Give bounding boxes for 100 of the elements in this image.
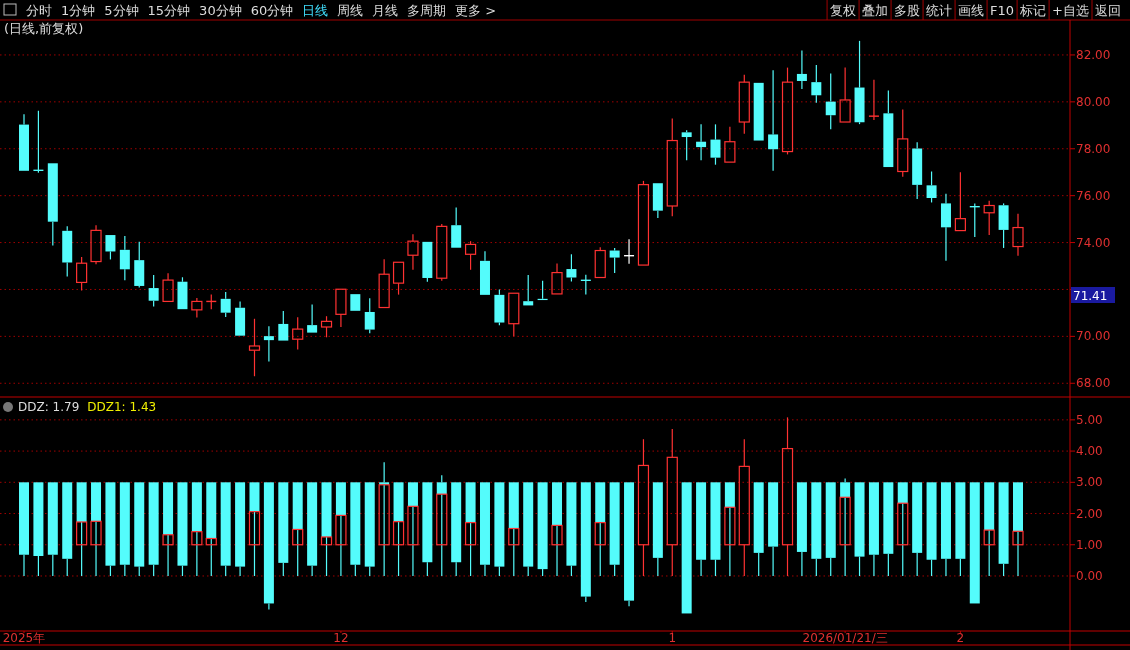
candlestick [998, 202, 1009, 249]
x-tick-label: 2025年 [2, 631, 46, 645]
y-tick-label: 70.00 [1076, 329, 1111, 344]
candlestick [724, 482, 735, 577]
candlestick [19, 113, 29, 171]
candlestick [47, 482, 58, 577]
candlestick [868, 482, 879, 577]
text: 分时 [26, 3, 52, 18]
candlestick [753, 482, 764, 577]
candlestick [91, 482, 102, 577]
candlestick [307, 482, 318, 577]
text: 复权 [830, 3, 857, 18]
candlestick [321, 482, 332, 577]
y-tick-label: 76.00 [1076, 188, 1111, 203]
y-tick-label: 1.00 [1076, 537, 1103, 552]
candlestick [940, 193, 951, 262]
x-tick-label: 1 [668, 631, 677, 645]
candlestick [393, 482, 404, 577]
candlestick [407, 233, 419, 271]
candlestick [206, 482, 217, 577]
text: 标记 [1019, 3, 1047, 18]
candlestick [479, 250, 490, 295]
candlestick [235, 482, 246, 577]
y-tick-label: 68.00 [1076, 376, 1111, 391]
candlestick [523, 274, 534, 306]
candlestick [883, 89, 894, 168]
candlestick [508, 482, 519, 577]
x-tick-label: 12 [333, 631, 349, 645]
candlestick [263, 482, 274, 610]
text: 多股 [894, 3, 921, 18]
candlestick [249, 482, 260, 577]
candlestick [954, 171, 966, 232]
text: 统计 [926, 3, 953, 18]
text: 多周期 [407, 3, 447, 18]
candlestick [1012, 213, 1024, 257]
candlestick [76, 482, 87, 577]
candlestick [177, 276, 188, 310]
candlestick [969, 482, 980, 604]
text: 画线 [958, 3, 985, 18]
candlestick [652, 183, 663, 219]
text: F10 [990, 3, 1015, 18]
y-tick-label: 0.00 [1076, 568, 1103, 583]
candlestick [753, 82, 764, 141]
text: 更多 > [455, 3, 497, 18]
candlestick [825, 482, 836, 577]
candlestick [738, 438, 750, 577]
text: 15分钟 [147, 3, 191, 18]
text: 叠加 [862, 3, 889, 18]
text: 5分钟 [104, 3, 139, 18]
candlestick [681, 482, 692, 614]
candlestick [940, 482, 951, 577]
annotation: DDZ: 1.79 [18, 400, 80, 414]
candlestick [854, 482, 865, 577]
y-tick-label: 82.00 [1076, 47, 1111, 62]
candlestick [19, 482, 29, 577]
candlestick [263, 325, 274, 363]
candlestick [191, 482, 202, 577]
chart-title: (日线,前复权) [4, 21, 84, 36]
y-tick-label: 78.00 [1076, 141, 1111, 156]
candlestick [883, 482, 894, 577]
candlestick [47, 163, 58, 247]
candlestick [235, 300, 246, 336]
candlestick [162, 534, 174, 546]
candlestick [551, 262, 563, 295]
candlestick [378, 258, 390, 309]
text: 月线 [372, 3, 399, 18]
text: 30分钟 [199, 3, 242, 18]
candlestick [595, 482, 606, 577]
candlestick [134, 241, 145, 289]
candlestick [205, 537, 217, 546]
candlestick [162, 272, 174, 303]
y-tick-label: 4.00 [1076, 444, 1103, 459]
candlestick [191, 297, 203, 319]
candlestick [768, 69, 779, 172]
candlestick [407, 482, 418, 577]
candlestick [90, 224, 102, 265]
candlestick [292, 482, 303, 577]
candlestick [350, 294, 361, 311]
candlestick [1013, 482, 1023, 577]
candlestick [624, 482, 635, 607]
x-tick-label: 2026/01/21/三 [802, 631, 888, 645]
candlestick [768, 482, 779, 577]
candlestick [984, 482, 995, 577]
candlestick [652, 482, 663, 577]
candlestick [163, 482, 174, 577]
text: 71.41 [1073, 289, 1108, 303]
candlestick [781, 416, 794, 577]
candlestick [637, 438, 650, 577]
candlestick [796, 49, 807, 90]
candlestick [724, 126, 736, 163]
candlestick [335, 482, 346, 577]
y-tick-label: 2.00 [1076, 506, 1103, 521]
x-tick-label: 2 [956, 631, 965, 645]
candlestick [796, 482, 807, 577]
candlestick [912, 482, 923, 577]
y-tick-label: 80.00 [1076, 94, 1111, 109]
y-tick-label: 74.00 [1076, 235, 1111, 250]
candlestick [335, 288, 347, 328]
text: 1分钟 [61, 3, 96, 18]
candlestick [839, 67, 851, 123]
